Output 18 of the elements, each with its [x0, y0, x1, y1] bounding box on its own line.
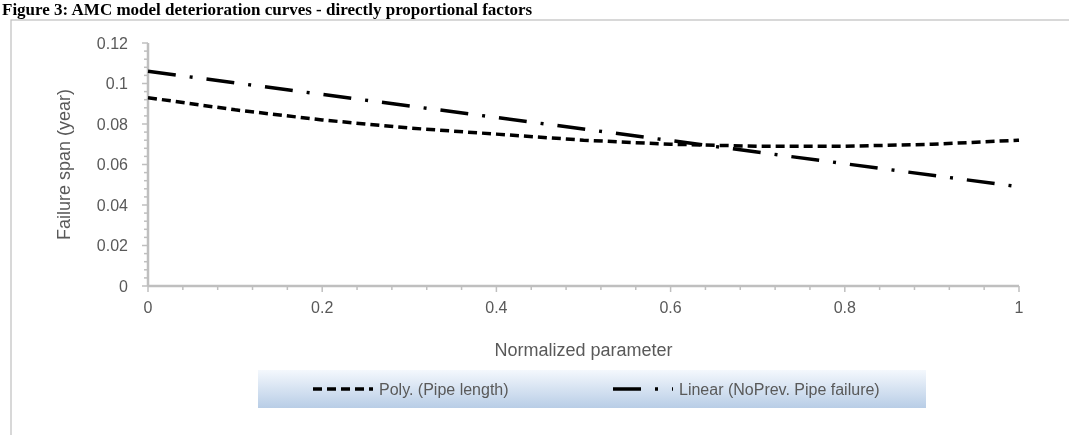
y-tick-label: 0.12: [96, 34, 129, 52]
y-tick-label: 0.06: [96, 156, 129, 174]
y-tick-label: 0.02: [96, 237, 129, 255]
legend-label: Poly. (Pipe length): [379, 380, 509, 398]
y-tick-label: 0.04: [96, 196, 129, 214]
legend-label: Linear (NoPrev. Pipe failure): [679, 380, 880, 398]
x-tick-label: 1: [1014, 299, 1024, 316]
y-tick-label: 0.08: [96, 115, 129, 133]
chart-title: Figure 3: AMC model deterioration curves - directly proportional factors: [2, 0, 533, 19]
x-axis-title: Normalized parameter: [494, 340, 673, 360]
y-tick-label: 0.1: [105, 75, 129, 93]
x-tick-label: 0.6: [659, 299, 682, 316]
y-tick-label: 0: [119, 277, 129, 295]
x-tick-label: 0.4: [485, 299, 508, 316]
x-tick-label: 0.2: [311, 299, 334, 316]
x-tick-label: 0.8: [833, 299, 857, 316]
x-tick-label: 0: [143, 299, 153, 316]
y-axis-title: Failure span (year): [54, 88, 74, 241]
